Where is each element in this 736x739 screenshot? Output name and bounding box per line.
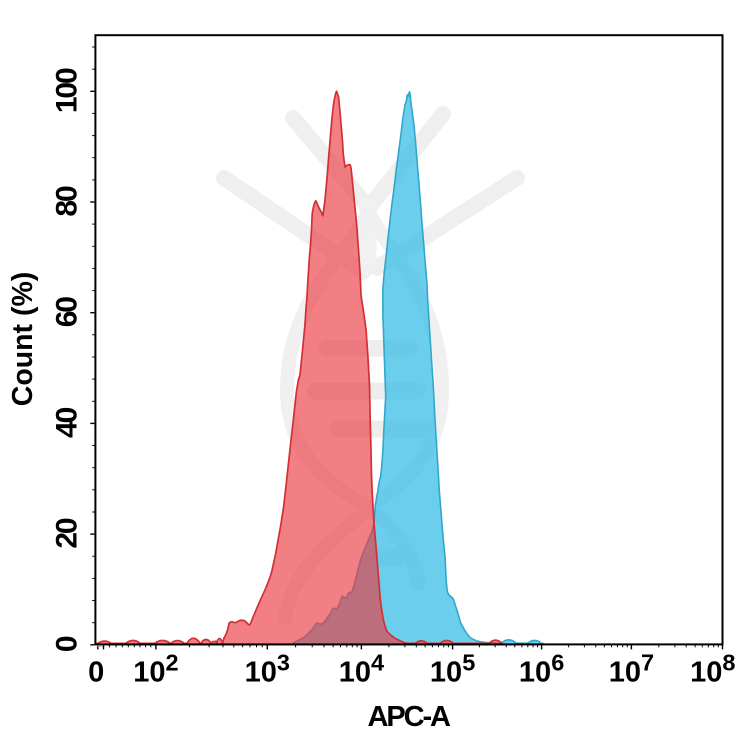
svg-text:0: 0 xyxy=(88,657,104,689)
svg-text:APC-A: APC-A xyxy=(368,701,451,733)
svg-text:80: 80 xyxy=(51,186,84,217)
svg-text:60: 60 xyxy=(51,297,84,328)
svg-text:Count (%): Count (%) xyxy=(7,272,39,407)
svg-text:20: 20 xyxy=(51,518,84,549)
svg-text:40: 40 xyxy=(51,407,84,438)
svg-text:105: 105 xyxy=(430,649,475,688)
svg-text:103: 103 xyxy=(245,649,290,688)
svg-text:0: 0 xyxy=(51,636,84,652)
svg-text:100: 100 xyxy=(51,68,84,113)
